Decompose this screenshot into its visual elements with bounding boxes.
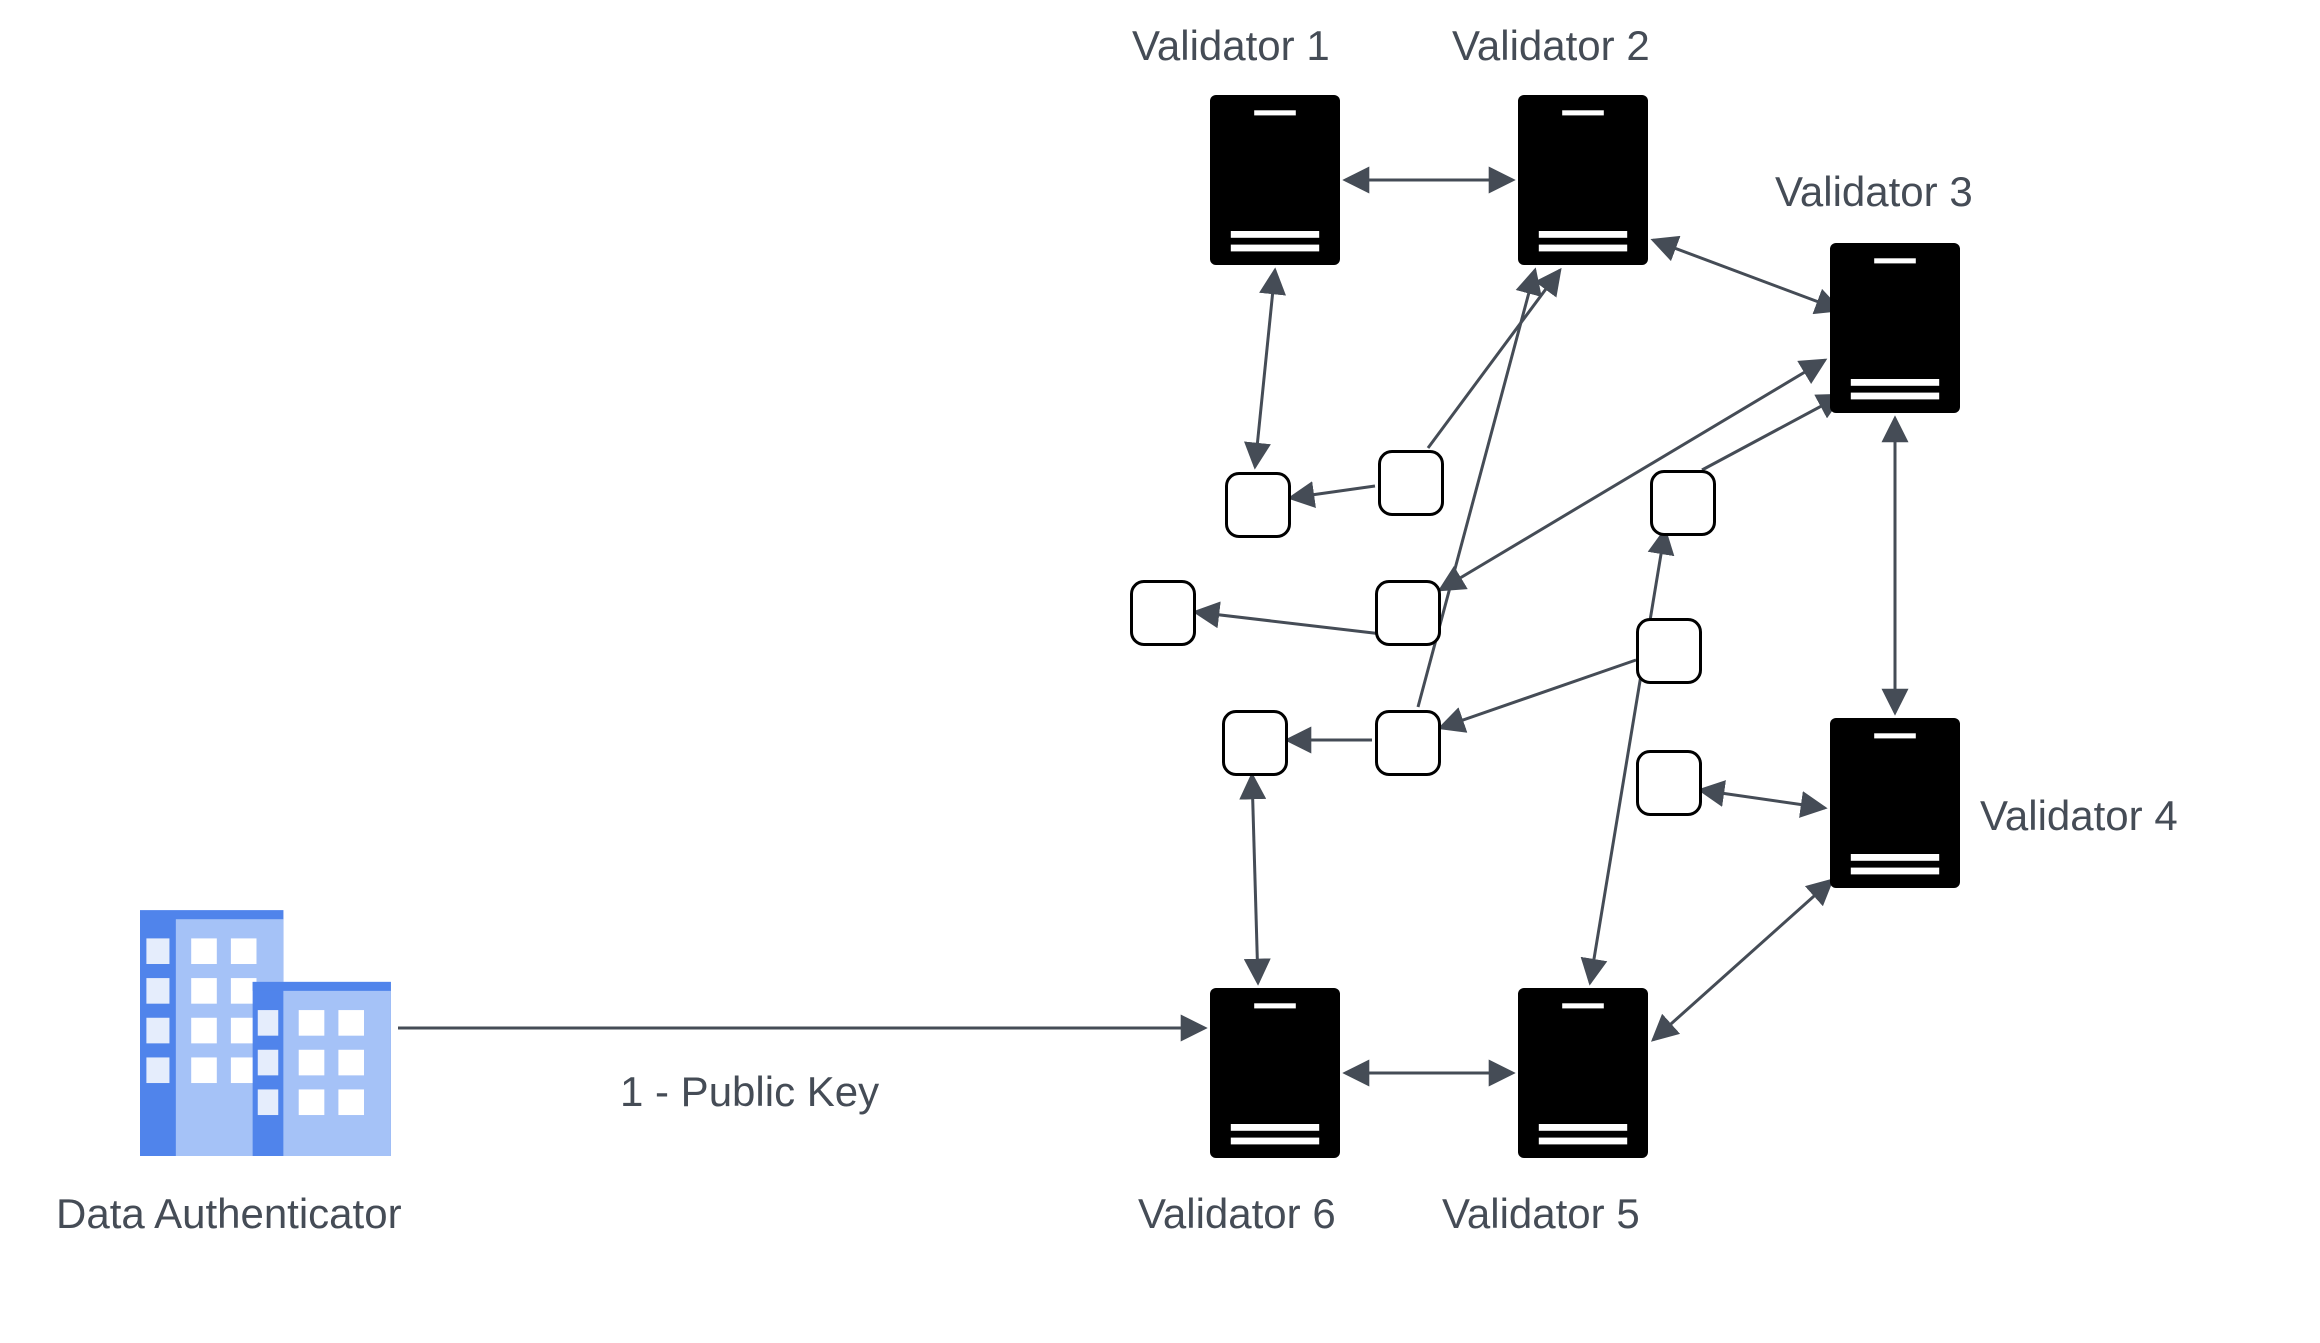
validator-5-server-icon bbox=[1518, 988, 1648, 1158]
public-key-label: 1 - Public Key bbox=[620, 1068, 879, 1116]
diagram-canvas: Validator 1 Validator 2 Validator 3 Vali… bbox=[0, 0, 2320, 1343]
mesh-node bbox=[1222, 710, 1288, 776]
validator-3-label: Validator 3 bbox=[1775, 168, 1973, 216]
mesh-node bbox=[1636, 750, 1702, 816]
mesh-node bbox=[1375, 580, 1441, 646]
mesh-node bbox=[1378, 450, 1444, 516]
data-authenticator-label: Data Authenticator bbox=[56, 1190, 402, 1238]
mesh-node bbox=[1636, 618, 1702, 684]
validator-3-server-icon bbox=[1830, 243, 1960, 413]
validator-4-label: Validator 4 bbox=[1980, 792, 2178, 840]
mesh-node bbox=[1375, 710, 1441, 776]
validator-1-server-icon bbox=[1210, 95, 1340, 265]
data-authenticator-icon bbox=[140, 900, 396, 1156]
mesh-node bbox=[1650, 470, 1716, 536]
validator-1-label: Validator 1 bbox=[1132, 22, 1330, 70]
validator-6-server-icon bbox=[1210, 988, 1340, 1158]
validator-2-label: Validator 2 bbox=[1452, 22, 1650, 70]
mesh-node bbox=[1225, 472, 1291, 538]
validator-5-label: Validator 5 bbox=[1442, 1190, 1640, 1238]
validator-2-server-icon bbox=[1518, 95, 1648, 265]
validator-6-label: Validator 6 bbox=[1138, 1190, 1336, 1238]
validator-4-server-icon bbox=[1830, 718, 1960, 888]
mesh-node bbox=[1130, 580, 1196, 646]
